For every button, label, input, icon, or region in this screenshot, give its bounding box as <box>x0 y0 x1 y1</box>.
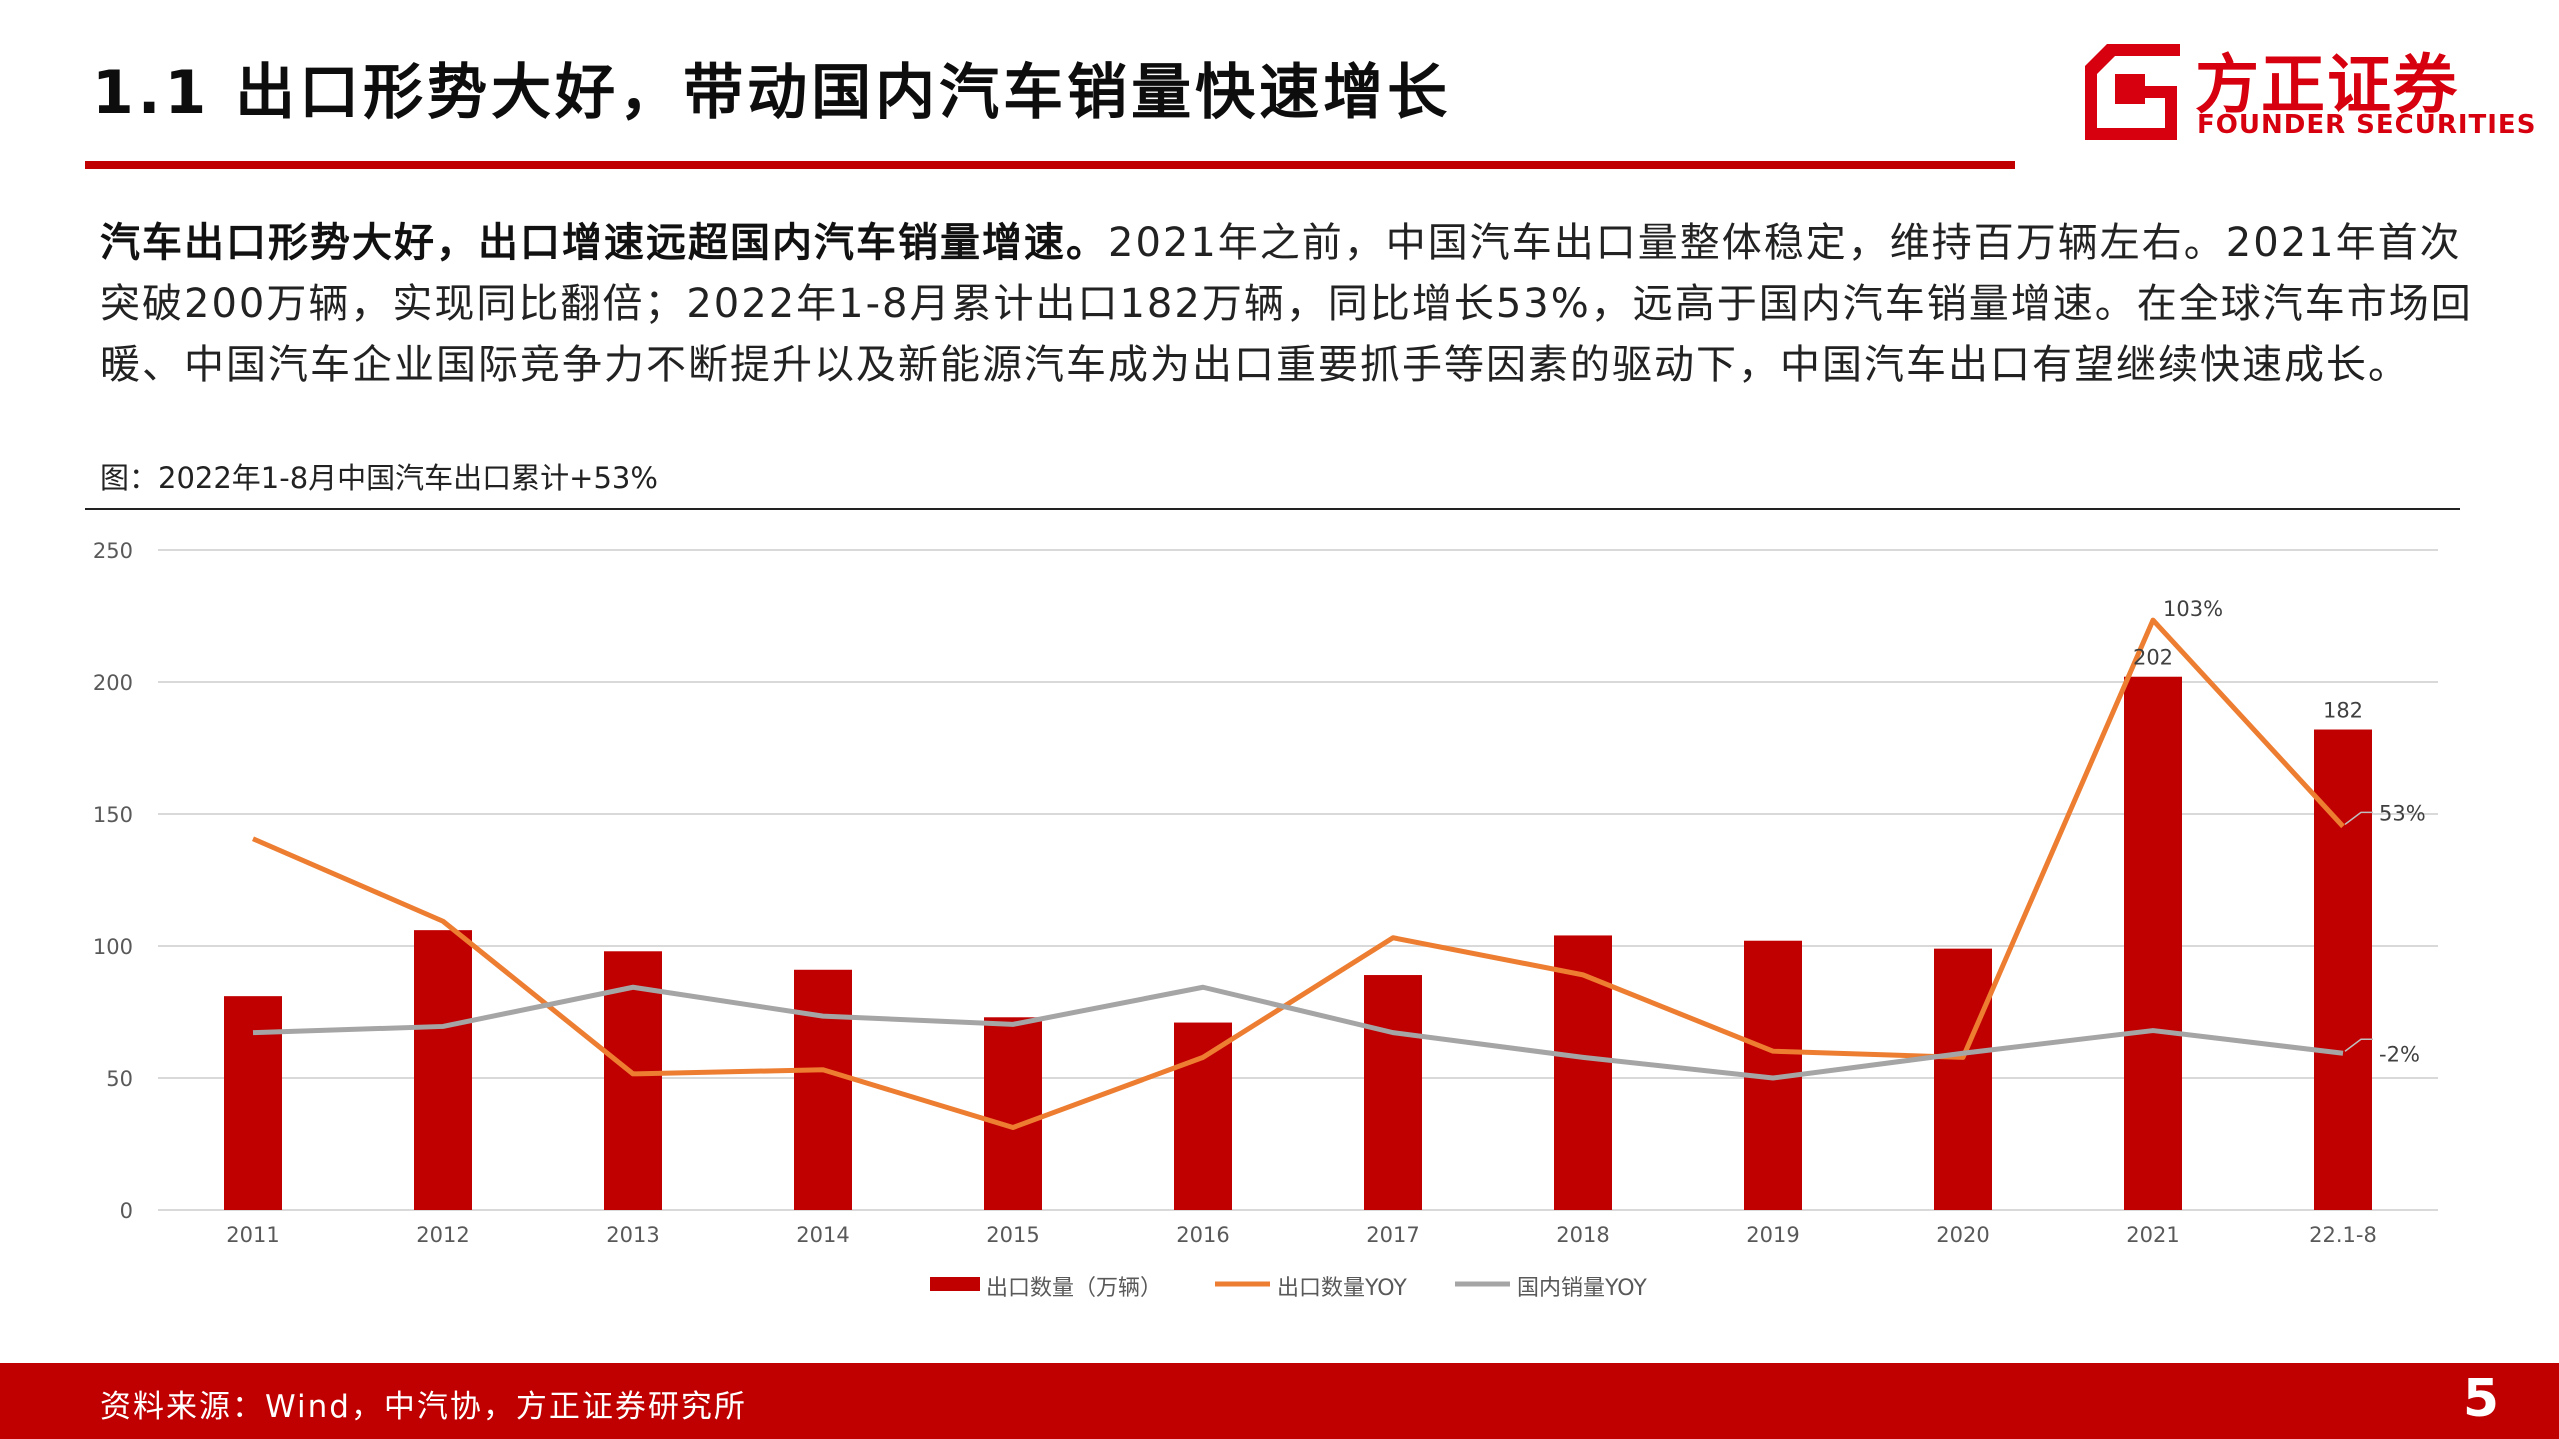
x-axis-tick-label: 2014 <box>796 1223 849 1247</box>
company-logo: 方正证券 FOUNDER SECURITIES <box>2085 40 2535 140</box>
logo-chinese-name: 方正证券 <box>2195 49 2459 123</box>
logo-mark-icon <box>2085 44 2180 140</box>
footer-bar: 资料来源：Wind，中汽协，方正证券研究所 5 <box>0 1363 2559 1439</box>
figure-caption: 图：2022年1-8月中国汽车出口累计+53% <box>100 461 658 495</box>
logo-english-name: FOUNDER SECURITIES <box>2197 110 2537 140</box>
export-chart: 050100150200250-40%-20%0%20%40%60%80%100… <box>93 539 2438 1301</box>
legend-label: 出口数量YOY <box>1277 1276 1407 1301</box>
data-label-leader <box>2344 1038 2373 1052</box>
data-label: 182 <box>2323 699 2363 723</box>
line-domestic-yoy <box>252 984 2344 1081</box>
data-label: 202 <box>2133 646 2173 670</box>
left-axis-tick-label: 200 <box>93 671 133 695</box>
bar-export-volume <box>414 930 472 1210</box>
legend-label: 国内销量YOY <box>1517 1276 1647 1301</box>
line-export-yoy <box>252 617 2345 1130</box>
bar-export-volume <box>2124 676 2182 1210</box>
source-note: 资料来源：Wind，中汽协，方正证券研究所 <box>100 1389 747 1425</box>
x-axis-tick-label: 2019 <box>1746 1223 1799 1247</box>
data-label: -2% <box>2379 1042 2420 1066</box>
x-axis-tick-label: 2016 <box>1176 1223 1229 1247</box>
x-axis-tick-label: 2021 <box>2126 1223 2179 1247</box>
bar-export-volume <box>1174 1022 1232 1210</box>
summary-paragraph: 汽车出口形势大好，出口增速远超国内汽车销量增速。2021年之前，中国汽车出口量整… <box>100 213 2500 396</box>
x-axis-tick-label: 2013 <box>606 1223 659 1247</box>
bar-export-volume <box>2314 729 2372 1210</box>
x-axis-tick-label: 2017 <box>1366 1223 1419 1247</box>
legend-swatch-bar <box>930 1277 980 1291</box>
bar-export-volume <box>1364 975 1422 1210</box>
x-axis-tick-label: 2018 <box>1556 1223 1609 1247</box>
page-title: 1.1 出口形势大好，带动国内汽车销量快速增长 <box>92 58 1452 128</box>
data-label: 53% <box>2379 801 2426 825</box>
summary-text: 2021年之前，中国汽车出口量整体稳定，维持百万辆左右。2021年首次突破200… <box>100 220 2473 388</box>
bar-export-volume <box>604 951 662 1210</box>
left-axis-tick-label: 50 <box>106 1067 133 1091</box>
x-axis-tick-label: 22.1-8 <box>2309 1223 2377 1247</box>
x-axis-tick-label: 2012 <box>416 1223 469 1247</box>
title-divider <box>85 161 2015 169</box>
left-axis-tick-label: 150 <box>93 803 133 827</box>
x-axis-tick-label: 2020 <box>1936 1223 1989 1247</box>
summary-lead: 汽车出口形势大好，出口增速远超国内汽车销量增速。 <box>100 220 1108 266</box>
x-axis-tick-label: 2011 <box>226 1223 279 1247</box>
bar-export-volume <box>984 1017 1042 1210</box>
bar-export-volume <box>794 969 852 1210</box>
bar-export-volume <box>224 996 282 1210</box>
caption-divider <box>85 508 2460 510</box>
left-axis-tick-label: 0 <box>120 1199 133 1223</box>
left-axis-tick-label: 100 <box>93 935 133 959</box>
legend-label: 出口数量（万辆） <box>986 1276 1162 1301</box>
left-axis-tick-label: 250 <box>93 539 133 563</box>
page-number: 5 <box>2462 1369 2499 1429</box>
bar-export-volume <box>1934 948 1992 1210</box>
x-axis-tick-label: 2015 <box>986 1223 1039 1247</box>
data-label: 103% <box>2163 597 2223 621</box>
data-label-leader <box>2344 811 2373 825</box>
